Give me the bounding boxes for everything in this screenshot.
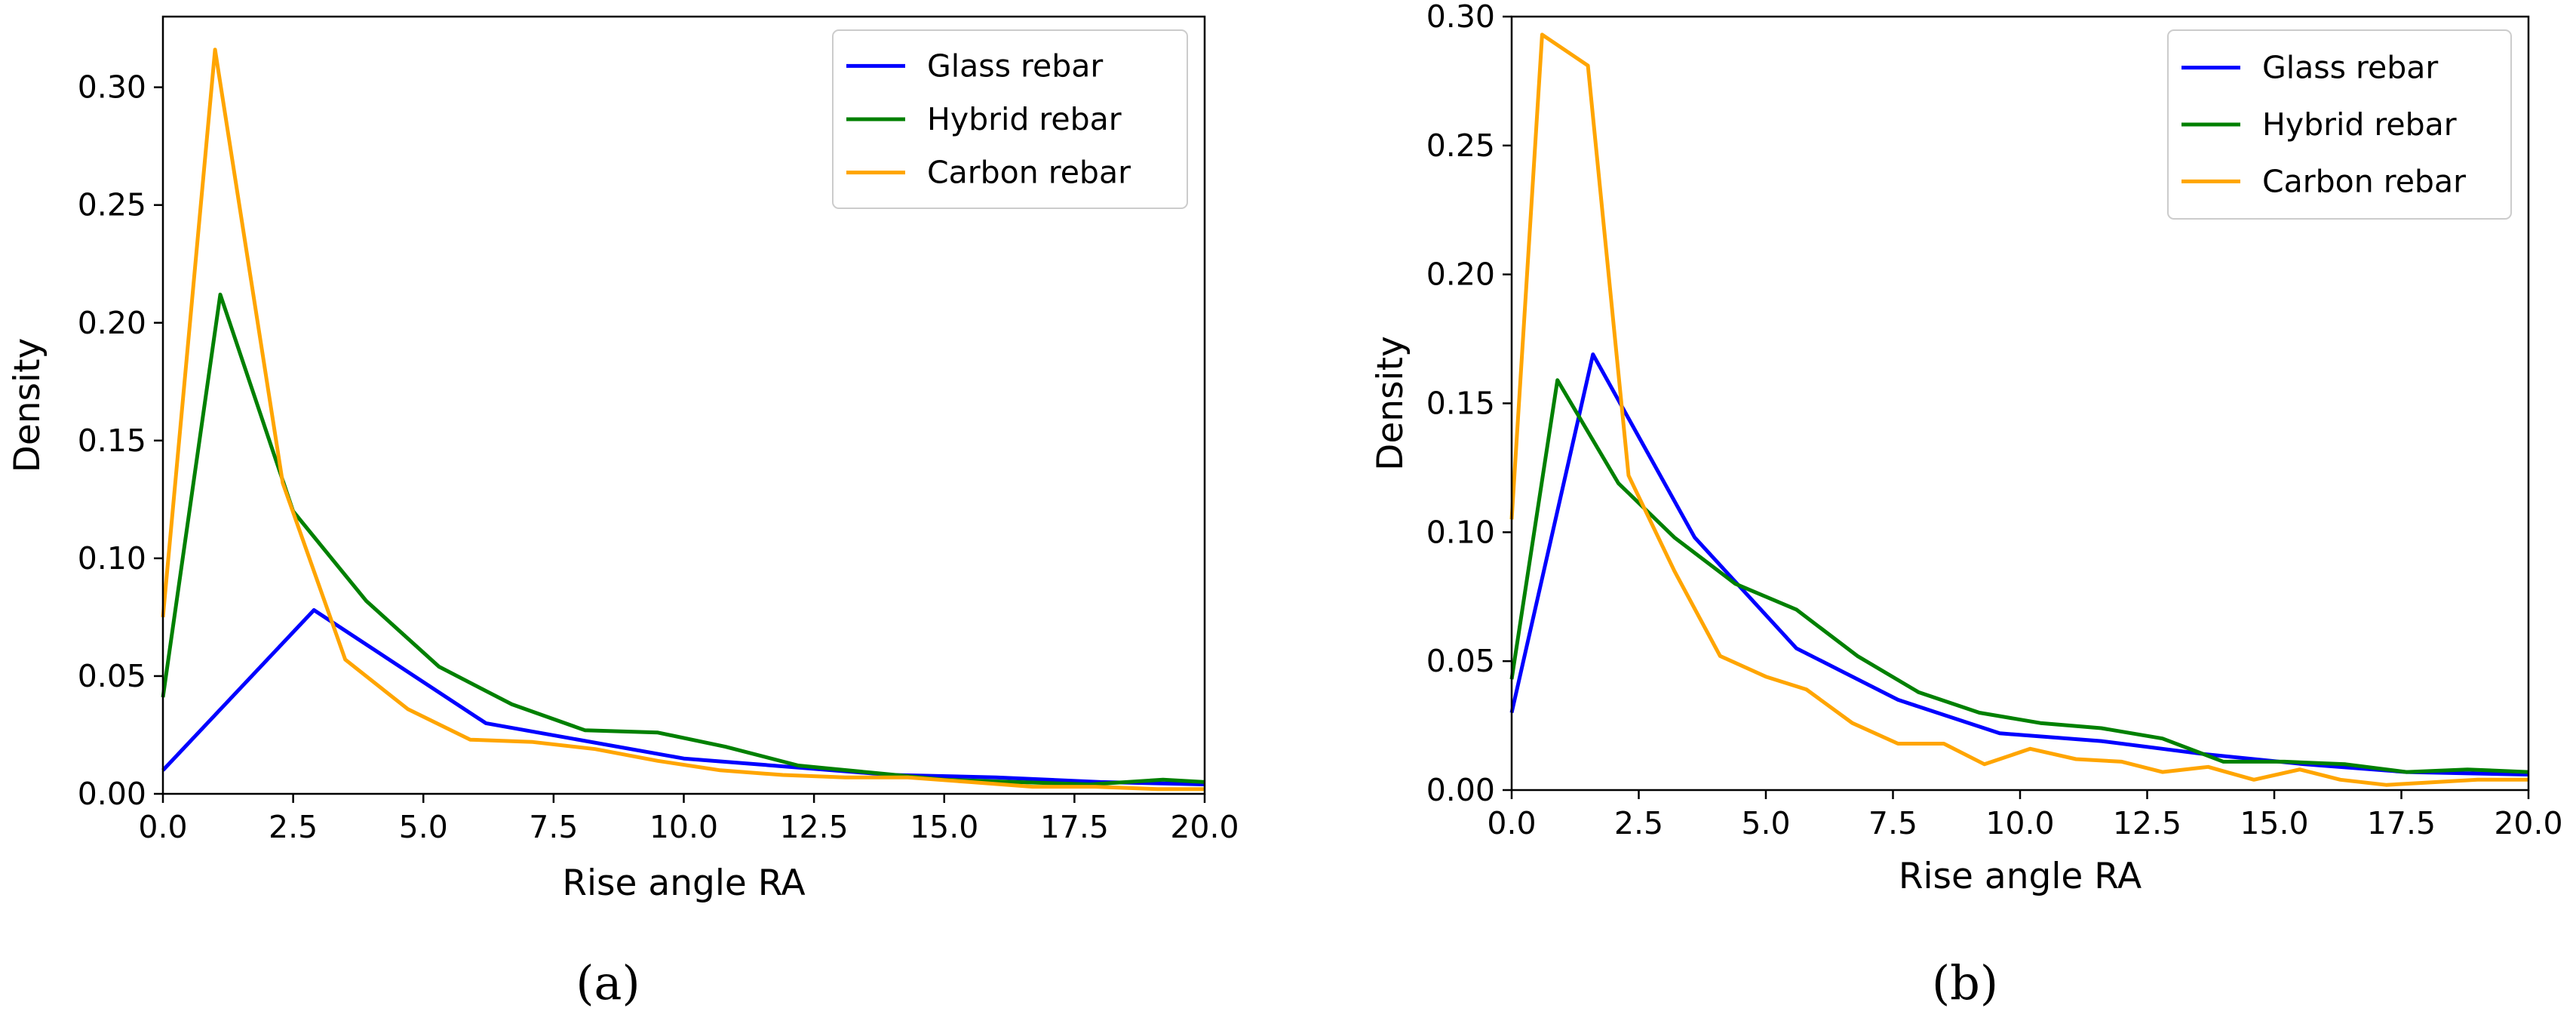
x-tick-label: 10.0 [649, 809, 718, 845]
y-tick-label: 0.15 [1426, 386, 1495, 422]
legend-label: Carbon rebar [927, 155, 1131, 191]
x-tick-label: 5.0 [1741, 805, 1790, 841]
legend-label: Hybrid rebar [2262, 106, 2457, 143]
x-tick-label: 12.5 [2113, 805, 2181, 841]
x-tick-label: 0.0 [1487, 805, 1536, 841]
x-tick-label: 15.0 [2240, 805, 2308, 841]
legend-label: Hybrid rebar [927, 101, 1122, 137]
x-tick-label: 7.5 [1868, 805, 1917, 841]
legend-label: Carbon rebar [2262, 163, 2466, 199]
series-line-glass-rebar [1509, 352, 2529, 776]
x-tick-label: 10.0 [1985, 805, 2054, 841]
x-tick-label: 0.0 [138, 809, 187, 845]
series-line-carbon-rebar [161, 48, 1205, 792]
chart-panel-b: 0.0 2.5 5.0 7.5 10.0 12.5 15.0 17.5 20.0 0.00 0.05… [1288, 0, 2576, 1027]
chart-panel-a: 0.0 2.5 5.0 7.5 10.0 12.5 15.0 17.5 20.0 0.00 0.05… [7, 15, 1239, 1010]
y-tick-label: 0.25 [1426, 128, 1495, 164]
legend-box [2167, 29, 2512, 220]
x-axis-title: Rise angle RA [1899, 856, 2142, 897]
series-line-hybrid-rebar [1509, 378, 2529, 774]
series-line-glass-rebar [161, 608, 1205, 786]
x-tick-label: 20.0 [1170, 809, 1239, 845]
legend-box [832, 29, 1188, 209]
y-tick-label: 0.30 [78, 69, 146, 106]
y-tick-label: 0.10 [1426, 514, 1495, 550]
x-tick-label: 2.5 [1614, 805, 1663, 841]
y-tick-label: 0.25 [78, 187, 146, 223]
x-tick-label: 15.0 [910, 809, 978, 845]
legend: Glass rebar Hybrid rebar Carbon rebar [2167, 29, 2512, 220]
x-tick-label: 2.5 [269, 809, 318, 845]
legend-label: Glass rebar [2262, 50, 2438, 86]
x-axis-title: Rise angle RA [562, 862, 805, 904]
y-tick-label: 0.30 [1426, 0, 1495, 35]
y-tick-label: 0.05 [78, 658, 146, 694]
y-tick-label: 0.20 [1426, 257, 1495, 293]
series-line-hybrid-rebar [161, 292, 1205, 786]
y-tick-label: 0.15 [78, 423, 146, 459]
chart-b: 0.0 2.5 5.0 7.5 10.0 12.5 15.0 17.5 20.0 0.00 0.05… [1370, 0, 2563, 1010]
x-tick-label: 20.0 [2494, 805, 2562, 841]
panel-label: (a) [576, 955, 640, 1010]
y-tick-label: 0.05 [1426, 643, 1495, 679]
y-tick-label: 0.00 [1426, 772, 1495, 808]
y-tick-label: 0.00 [78, 776, 146, 812]
y-axis-title: Density [1370, 336, 1411, 471]
y-tick-label: 0.10 [78, 540, 146, 577]
y-tick-label: 0.20 [78, 305, 146, 341]
x-tick-label: 12.5 [779, 809, 848, 845]
x-tick-label: 7.5 [529, 809, 578, 845]
x-tick-label: 17.5 [1040, 809, 1109, 845]
legend: Glass rebar Hybrid rebar Carbon rebar [832, 29, 1188, 209]
y-axis-title: Density [7, 338, 48, 473]
x-tick-label: 17.5 [2367, 805, 2436, 841]
legend-label: Glass rebar [927, 48, 1103, 84]
chart-a: 0.0 2.5 5.0 7.5 10.0 12.5 15.0 17.5 20.0 0.00 0.05… [7, 15, 1239, 1010]
series-line-carbon-rebar [1509, 32, 2528, 787]
panel-label: (b) [1932, 955, 1998, 1010]
x-tick-label: 5.0 [399, 809, 448, 845]
